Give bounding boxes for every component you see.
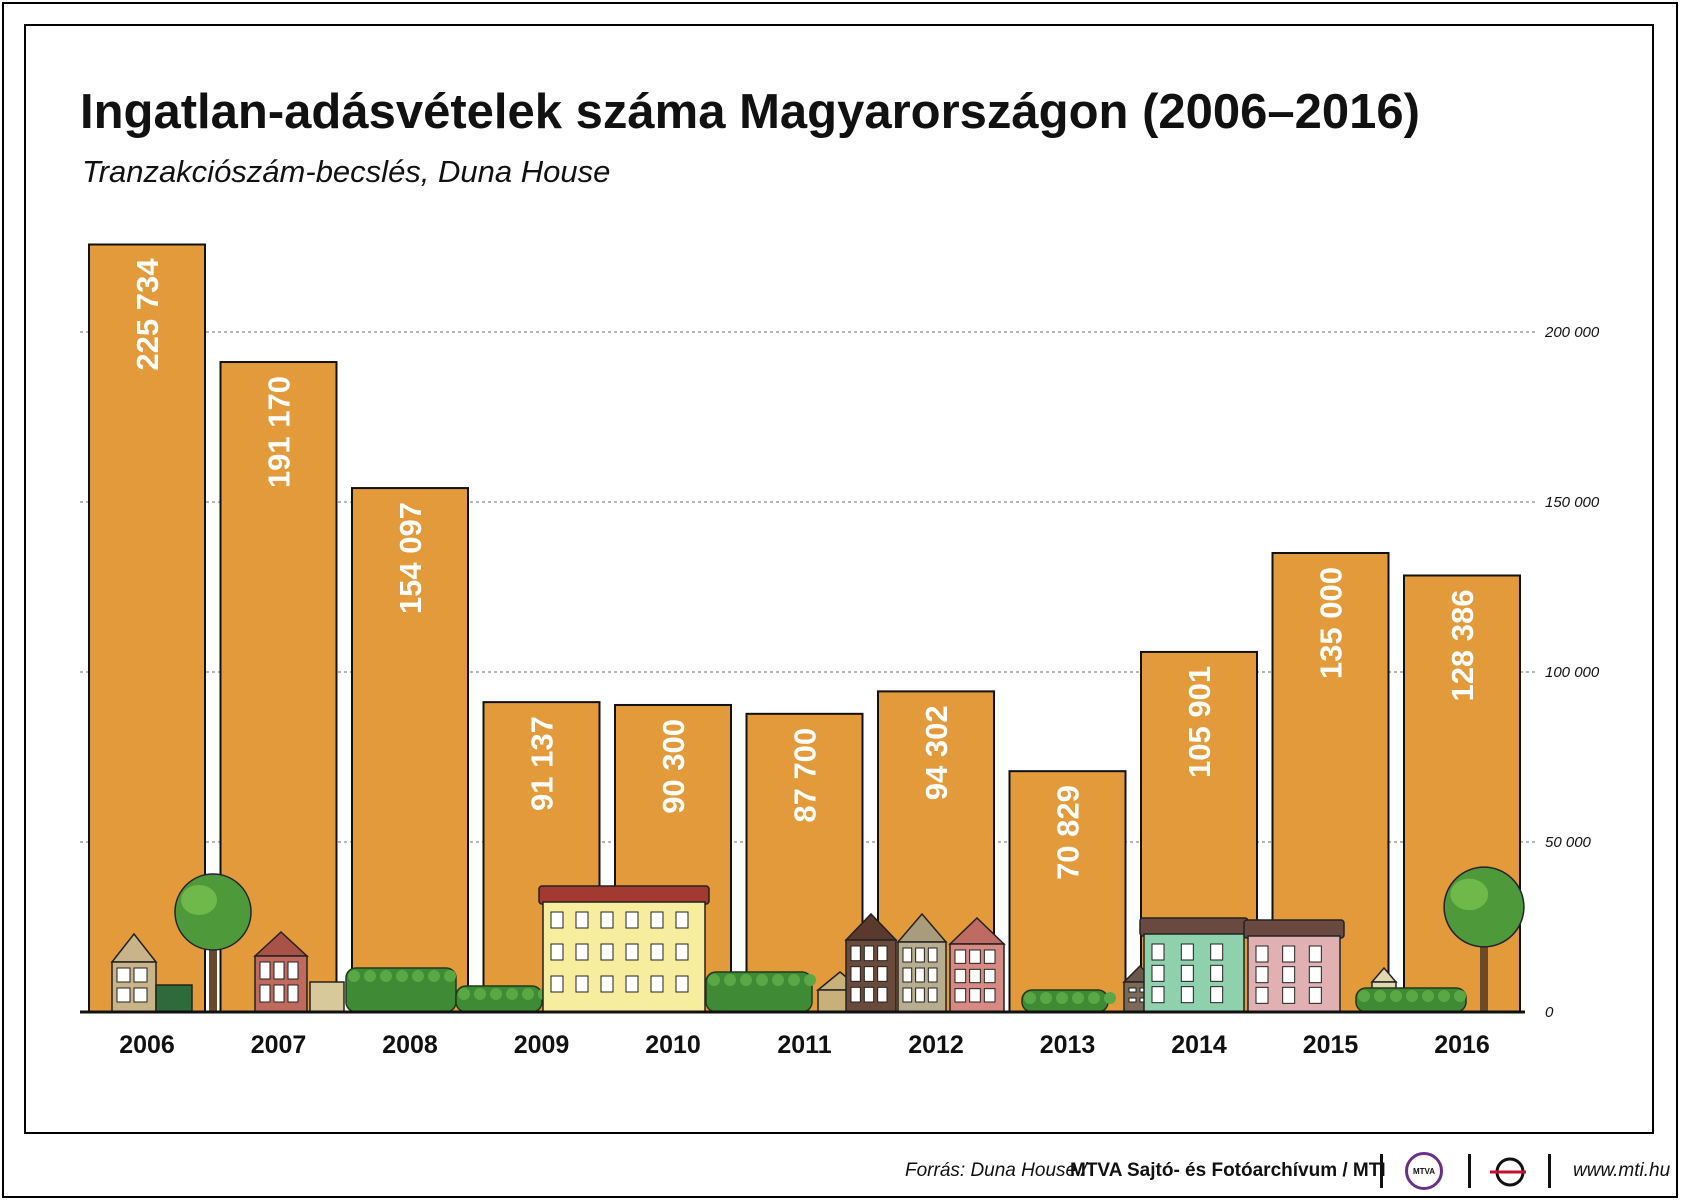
bar-value-label: 191 170	[262, 376, 297, 488]
x-tick-label: 2014	[1171, 1031, 1227, 1059]
hedge-icon	[1355, 987, 1467, 1013]
building-icon	[538, 885, 710, 1013]
hedge-icon	[345, 967, 457, 1013]
bar-value-label: 70 829	[1051, 785, 1086, 880]
bar-value-label: 87 700	[788, 728, 823, 823]
footer: Forrás: Duna House / MTVA Sajtó- és Fotó…	[0, 1148, 1684, 1192]
mti-logo-icon	[1490, 1157, 1526, 1187]
house-illustrations	[110, 866, 1525, 1013]
shed-icon	[155, 984, 193, 1013]
bar-value-label: 154 097	[393, 502, 428, 614]
house-icon	[948, 916, 1006, 1013]
hedge-icon	[1021, 989, 1116, 1013]
source-organization: MTVA Sajtó- és Fotóarchívum / MTI	[1070, 1160, 1386, 1181]
chart-subtitle: Tranzakciószám-becslés, Duna House	[82, 154, 610, 189]
bar-value-label: 128 386	[1445, 589, 1480, 701]
bar-value-label: 91 137	[525, 716, 560, 811]
x-tick-label: 2007	[251, 1031, 307, 1059]
hedge-icon	[705, 971, 816, 1013]
y-tick-label: 50 000	[1545, 834, 1592, 851]
x-axis-labels: 2006 2007 2008 2009 2010 2011 2012 2013 2014 2015…	[119, 1031, 1490, 1059]
x-tick-label: 2015	[1303, 1031, 1359, 1059]
x-tick-label: 2008	[382, 1031, 438, 1059]
bars: 225 734 191 170 154 097 91 137 90 300 87 700 9…	[88, 243, 1521, 1014]
y-tick-label: 150 000	[1545, 494, 1600, 511]
inner-frame	[24, 24, 1654, 1134]
source-label: Forrás: Duna House /	[905, 1160, 1087, 1181]
y-axis-ticks: 0 50 000 100 000 150 000 200 000	[1544, 324, 1600, 1021]
hedge-icon	[455, 985, 550, 1013]
footer-separator	[1548, 1154, 1551, 1188]
bar	[351, 487, 469, 1013]
x-tick-label: 2010	[645, 1031, 701, 1059]
building-icon	[1139, 917, 1249, 1013]
house-icon	[896, 912, 948, 1013]
bar	[88, 243, 206, 1013]
x-tick-label: 2009	[514, 1031, 570, 1059]
x-tick-label: 2011	[777, 1031, 831, 1059]
bar-value-label: 94 302	[919, 705, 954, 800]
bar-chart: Ingatlan-adásvételek száma Magyarországo…	[80, 85, 1600, 1059]
y-tick-label: 0	[1545, 1004, 1554, 1021]
chart-title: Ingatlan-adásvételek száma Magyarországo…	[80, 85, 1420, 139]
bar-value-label: 90 300	[656, 719, 691, 814]
bar-value-label: 225 734	[130, 258, 165, 371]
y-tick-label: 200 000	[1544, 324, 1600, 341]
x-tick-label: 2012	[908, 1031, 964, 1059]
bar-value-label: 135 000	[1314, 567, 1349, 679]
x-tick-label: 2016	[1434, 1031, 1490, 1059]
bar	[1008, 770, 1127, 1013]
building-icon	[1243, 919, 1345, 1013]
bar	[745, 712, 864, 1013]
shed-icon	[309, 981, 345, 1013]
mtva-logo-icon: MTVA	[1405, 1152, 1443, 1190]
tree-icon	[1443, 866, 1525, 1012]
tree-icon	[174, 873, 252, 1012]
website-link[interactable]: www.mti.hu	[1573, 1160, 1671, 1181]
house-icon	[110, 932, 158, 1013]
y-tick-label: 100 000	[1545, 664, 1600, 681]
footer-separator	[1380, 1154, 1383, 1188]
mtva-logo-text: MTVA	[1412, 1166, 1436, 1176]
x-tick-label: 2013	[1040, 1031, 1096, 1059]
house-icon	[844, 912, 898, 1013]
bar-value-label: 105 901	[1182, 666, 1217, 778]
footer-separator	[1468, 1154, 1471, 1188]
x-tick-label: 2006	[119, 1031, 175, 1059]
house-icon	[253, 930, 309, 1013]
